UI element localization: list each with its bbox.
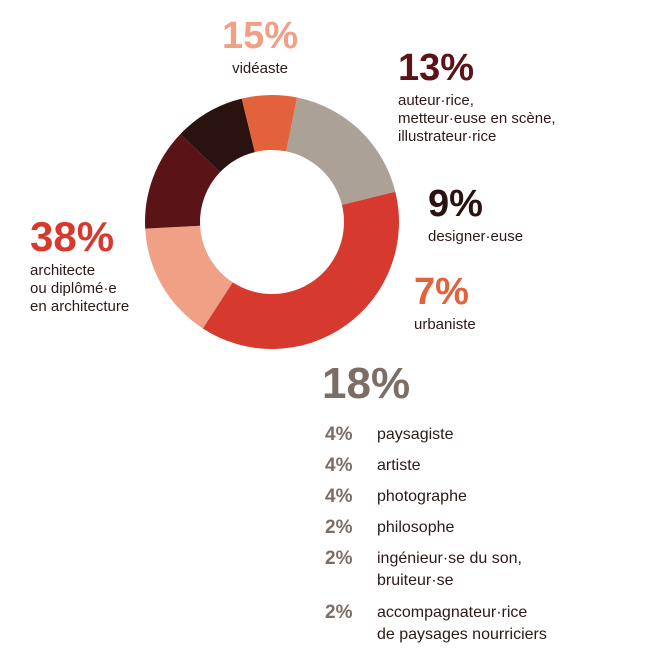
donut-slice-designer [180, 98, 255, 173]
slice-percent-architecte: 38% [30, 213, 115, 260]
other-label: paysagiste [377, 426, 454, 443]
other-row-2: 4% photographe [325, 486, 607, 508]
donut-slice-architecte [202, 191, 399, 349]
donut-slice-urbaniste [241, 95, 298, 153]
other-percent: 4% [325, 486, 353, 507]
label-designer: 9% designer·euse [428, 182, 523, 246]
slice-label-auteur: auteur·rice, metteur·euse en scène, illu… [398, 91, 556, 145]
slice-percent-auteur: 13% [398, 47, 475, 89]
other-percent: 2% [325, 602, 353, 623]
donut-slice-other [286, 97, 396, 205]
slice-label-designer: designer·euse [428, 227, 524, 245]
other-row-5: 2% accompagnateur·rice de paysages nourri… [325, 602, 607, 645]
other-label: philosophe [377, 519, 455, 536]
slice-label-videaste: vidéaste [232, 59, 288, 77]
slice-percent-videaste: 15% [222, 15, 299, 57]
label-auteur: 13% auteur·rice, metteur·euse en scène, … [398, 46, 556, 146]
other-label: photographe [377, 488, 467, 505]
slice-percent-other: 18% [322, 359, 411, 408]
other-label: ingénieur·se du son, bruiteur·se [377, 550, 522, 589]
other-label: artiste [377, 457, 421, 474]
other-row-4: 2% ingénieur·se du son, bruiteur·se [325, 548, 607, 591]
other-row-3: 2% philosophe [325, 517, 607, 539]
label-architecte: 38% architecte ou diplômé·e en architect… [30, 212, 129, 316]
other-label: accompagnateur·rice de paysages nourrici… [377, 604, 547, 643]
other-row-1: 4% artiste [325, 455, 607, 477]
donut-slice-videaste [145, 225, 233, 329]
slice-percent-urbaniste: 7% [414, 271, 469, 313]
slice-label-urbaniste: urbaniste [414, 315, 476, 333]
donut-slice-auteur [144, 134, 221, 229]
label-urbaniste: 7% urbaniste [414, 270, 476, 334]
label-videaste: 15% vidéaste [222, 14, 298, 78]
other-percent: 4% [325, 455, 353, 476]
label-other-total: 18% [322, 358, 410, 411]
other-percent: 2% [325, 548, 353, 569]
other-row-0: 4% paysagiste [325, 424, 607, 446]
slice-percent-designer: 9% [428, 183, 483, 225]
other-percent: 4% [325, 424, 353, 445]
other-percent: 2% [325, 517, 353, 538]
slice-label-architecte: architecte ou diplômé·e en architecture [30, 262, 130, 316]
